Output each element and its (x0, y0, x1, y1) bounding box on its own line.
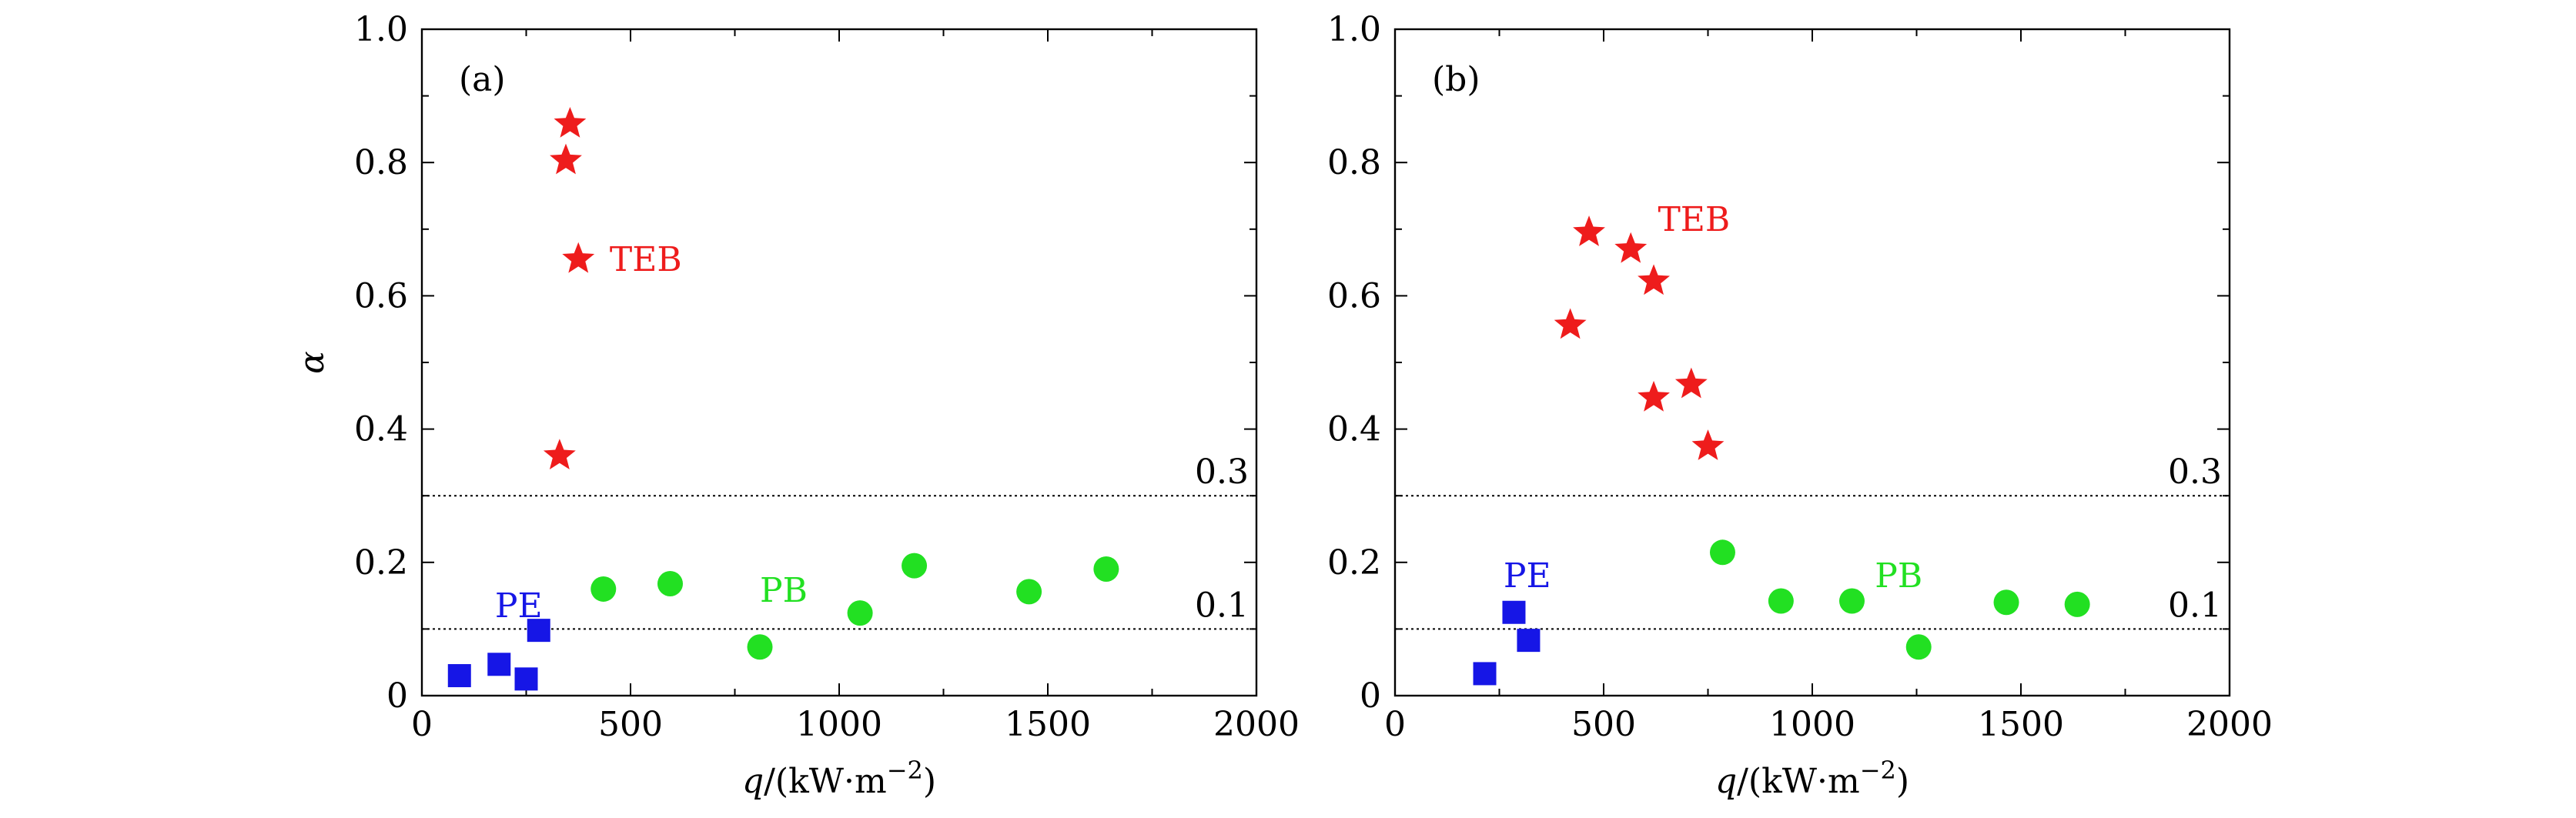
reference-line-label: 0.3 (2168, 452, 2222, 492)
x-tick-label: 500 (1571, 705, 1636, 744)
pb-point (1768, 588, 1794, 614)
pb-point (590, 576, 617, 602)
y-tick-label: 0.2 (1327, 543, 1381, 583)
pb-point (747, 634, 773, 660)
teb-point (554, 106, 587, 138)
x-axis-title-var: q (742, 762, 764, 801)
y-tick-label: 0 (386, 676, 408, 716)
panel-a: 0 500 1000 1500 2000 0 0.2 0.4 0.6 0.8 1.0 0.3 0.1 (a… (293, 10, 1300, 801)
pe-point (487, 653, 511, 676)
reference-line-label: 0.3 (1195, 452, 1249, 492)
panel-label: (b) (1432, 60, 1480, 99)
x-axis-title-exponent: −2 (887, 756, 923, 785)
y-tick-label: 0 (1360, 676, 1381, 716)
teb-point (1638, 380, 1670, 412)
x-axis-title-unit: /(kW·m (1737, 762, 1860, 801)
teb-point (562, 242, 595, 273)
pe-point (514, 667, 538, 691)
x-tick-label: 1500 (1005, 705, 1091, 744)
pe-point (447, 664, 471, 688)
y-tick-label: 0.8 (354, 143, 408, 182)
pb-point (2064, 591, 2090, 617)
teb-point (1614, 232, 1648, 263)
x-tick-label: 500 (598, 705, 663, 744)
x-tick-label: 1000 (796, 705, 882, 744)
pb-point (657, 571, 683, 597)
pb-point (902, 553, 928, 579)
teb-point (550, 143, 582, 175)
teb-series-label: TEB (610, 240, 682, 279)
y-tick-label: 0.4 (354, 410, 408, 449)
pe-point (527, 619, 550, 643)
pb-point (1709, 539, 1735, 566)
x-axis-title: q/(kW·m−2) (742, 756, 936, 801)
panel-b: 0 500 1000 1500 2000 0 0.2 0.4 0.6 0.8 1.0 0.3 0.1 (b… (1327, 10, 2273, 801)
pb-point (1838, 588, 1865, 614)
teb-series-label: TEB (1658, 200, 1730, 239)
reference-line-label: 0.1 (1195, 586, 1249, 625)
x-axis-title-unit: /(kW·m (764, 762, 887, 801)
y-axis-title: α (293, 351, 332, 374)
teb-point (1638, 264, 1670, 295)
pe-point (1517, 629, 1541, 653)
x-tick-label: 0 (1384, 705, 1406, 744)
pe-series-label: PE (1504, 556, 1551, 596)
pe-series-label: PE (495, 586, 543, 626)
x-axis-title-exponent: −2 (1860, 756, 1896, 785)
pb-series-label: PB (760, 571, 808, 610)
x-tick-label: 1500 (1978, 705, 2064, 744)
y-tick-label: 0.2 (354, 543, 408, 583)
x-axis-title-close: ) (1896, 762, 1909, 801)
panel-label: (a) (459, 60, 506, 99)
y-tick-label: 0.8 (1327, 143, 1381, 182)
pe-point (1473, 662, 1497, 686)
y-tick-label: 1.0 (354, 10, 408, 49)
x-axis-title: q/(kW·m−2) (1715, 756, 1909, 801)
pb-point (1993, 589, 2019, 616)
y-tick-label: 0.6 (1327, 276, 1381, 316)
pe-point (1502, 600, 1526, 624)
plot-frame (420, 28, 1258, 697)
pb-series-label: PB (1875, 556, 1922, 596)
x-axis-title-close: ) (923, 762, 936, 801)
y-tick-label: 0.6 (354, 276, 408, 316)
pb-point (847, 600, 873, 626)
teb-point (1554, 308, 1587, 339)
x-tick-label: 2000 (2186, 705, 2273, 744)
pb-point (1905, 634, 1932, 660)
pb-point (1016, 579, 1042, 605)
y-tick-label: 1.0 (1327, 10, 1381, 49)
teb-point (1573, 215, 1605, 246)
teb-point (543, 439, 576, 470)
teb-point (1691, 429, 1725, 460)
x-tick-label: 2000 (1213, 705, 1300, 744)
reference-line-label: 0.1 (2168, 586, 2222, 625)
x-tick-label: 1000 (1769, 705, 1855, 744)
teb-point (1674, 367, 1708, 399)
y-tick-label: 0.4 (1327, 410, 1381, 449)
x-tick-label: 0 (411, 705, 433, 744)
x-axis-title-var: q (1715, 762, 1737, 801)
pb-point (1093, 556, 1119, 582)
